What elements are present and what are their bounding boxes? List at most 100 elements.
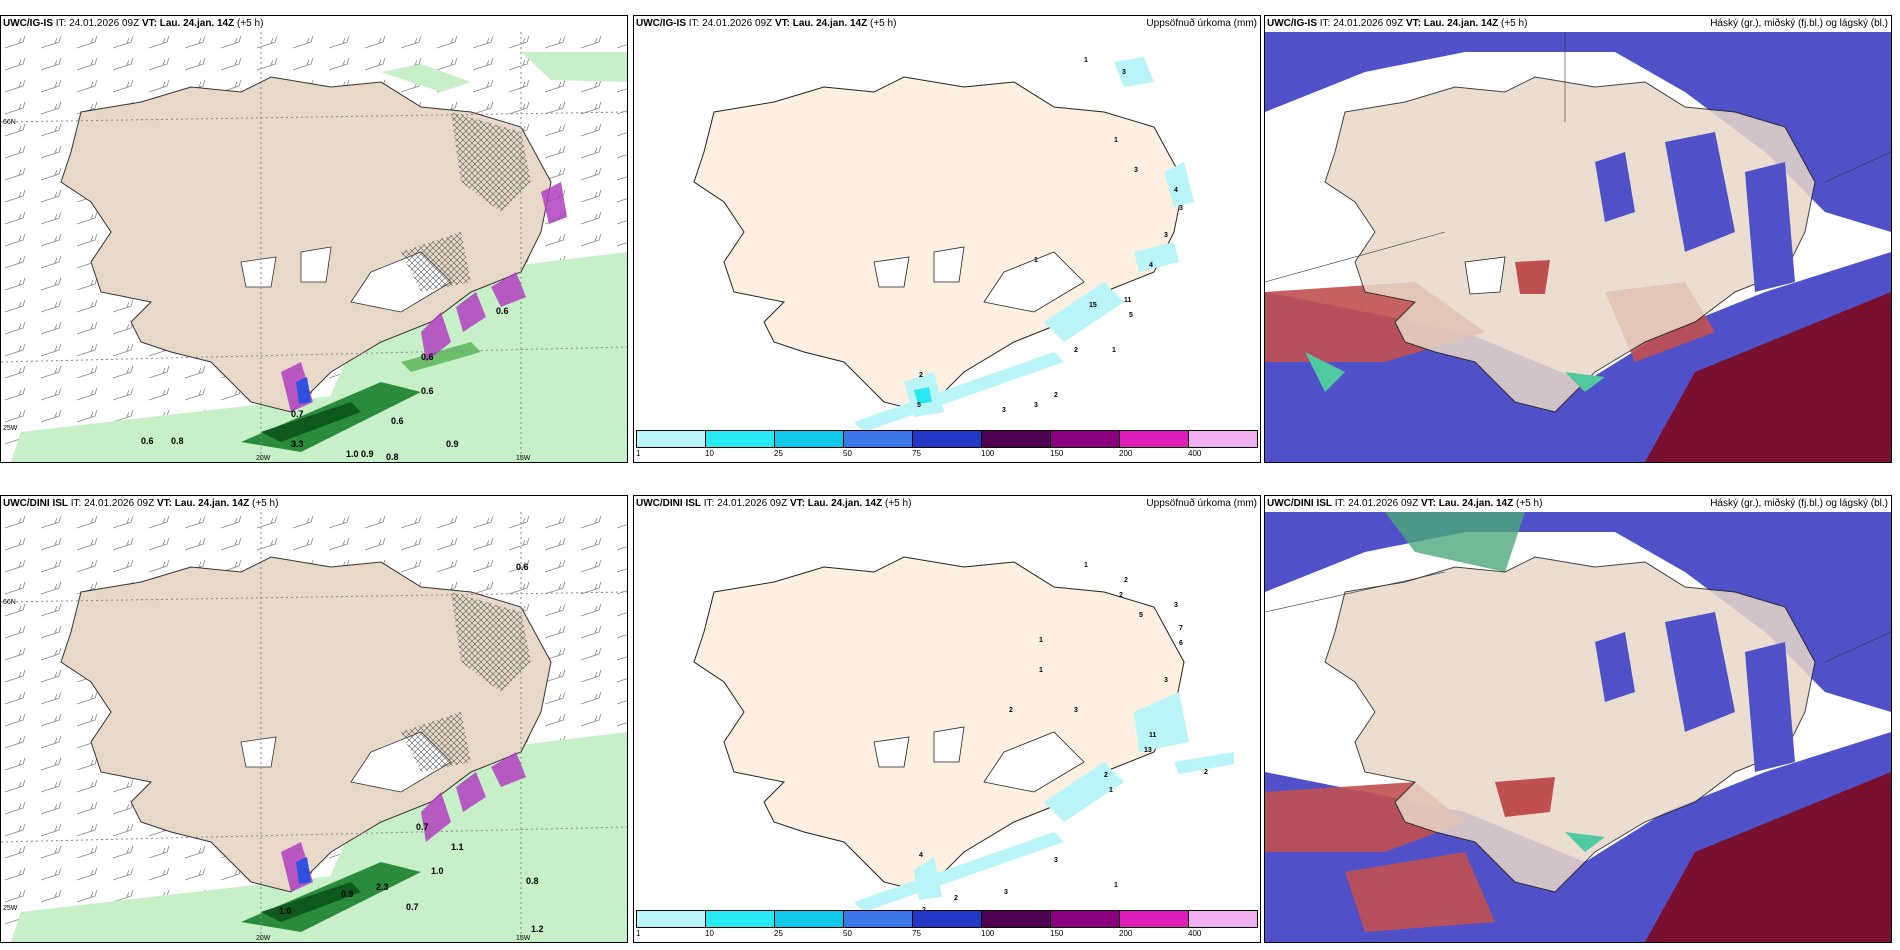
colorbar-tick: 10 xyxy=(705,929,714,938)
panel-header: UWC/DINI ISL IT: 24.01.2026 09Z VT: Lau.… xyxy=(1267,498,1542,509)
init-time: 24.01.2026 09Z xyxy=(717,498,788,509)
panel-top-mid: UWC/IG-IS IT: 24.01.2026 09Z VT: Lau. 24… xyxy=(633,15,1261,463)
wind-map: 66N 25W 20W 15W 0.6 1.0 0.9 1.1 2.3 0.7 … xyxy=(1,512,627,942)
lon-label-20w: 20W xyxy=(256,935,271,942)
panel-title: Uppsöfnuð úrkoma (mm) xyxy=(1146,18,1257,29)
precip-value: 3 xyxy=(1074,707,1078,714)
precip-value: 1 xyxy=(1114,137,1118,144)
colorbar-ticks: 1 10 25 50 75 100 150 200 400 xyxy=(636,929,1258,941)
colorbar-tick: 400 xyxy=(1188,449,1202,458)
colorbar-tick: 100 xyxy=(981,929,995,938)
colorbar-tick: 200 xyxy=(1119,929,1133,938)
precip-value: 2 xyxy=(1119,592,1123,599)
precip-value: 3 xyxy=(1134,167,1138,174)
colorbar-swatch xyxy=(1189,431,1257,447)
precip-colorbar xyxy=(636,430,1258,448)
colorbar-swatch xyxy=(844,911,913,927)
vt-label: VT: xyxy=(1420,498,1436,509)
panel-title: Uppsöfnuð úrkoma (mm) xyxy=(1146,498,1257,509)
precip-value: 6 xyxy=(1179,640,1183,647)
vt-label: VT: xyxy=(774,18,790,29)
init-time: 24.01.2026 09Z xyxy=(1348,498,1419,509)
panel-bot-left: UWC/DINI ISL IT: 24.01.2026 09Z VT: Lau.… xyxy=(0,495,628,943)
panel-header: UWC/DINI ISL IT: 24.01.2026 09Z VT: Lau.… xyxy=(3,498,278,509)
valid-time: Lau. 24.jan. 14Z xyxy=(807,498,883,509)
precip-value: 1 xyxy=(1034,257,1038,264)
colorbar-swatch xyxy=(637,911,706,927)
value-label: 2.3 xyxy=(376,882,389,892)
cloud-map xyxy=(1265,512,1891,942)
precip-value: 2 xyxy=(1124,577,1128,584)
colorbar-tick: 75 xyxy=(912,449,921,458)
precip-value: 1 xyxy=(1112,347,1116,354)
colorbar-swatch xyxy=(913,911,982,927)
panel-title: Háský (gr.), miðský (fj.bl.) og lágský (… xyxy=(1710,18,1888,29)
lon-label-20w: 20W xyxy=(256,455,271,462)
value-label: 0.6 xyxy=(496,306,509,316)
precip-value: 3 xyxy=(1164,677,1168,684)
it-label: IT: xyxy=(1319,18,1331,29)
lon-label-15w: 15W xyxy=(516,935,531,942)
model-name: UWC/IG-IS xyxy=(3,18,53,29)
cloud-map xyxy=(1265,32,1891,462)
precip-value: 11 xyxy=(1124,297,1132,304)
precip-value: 4 xyxy=(1149,262,1153,269)
colorbar-swatch xyxy=(1051,431,1120,447)
precip-value: 3 xyxy=(1174,602,1178,609)
it-label: IT: xyxy=(55,18,67,29)
precip-value: 5 xyxy=(1139,612,1143,619)
precip-value: 1 xyxy=(1039,667,1043,674)
precip-value: 3 xyxy=(1164,232,1168,239)
lat-label-66: 66N xyxy=(3,119,16,126)
value-label: 1.1 xyxy=(451,842,464,852)
vt-label: VT: xyxy=(1405,18,1421,29)
colorbar-swatch xyxy=(775,911,844,927)
precip-value: 3 xyxy=(1034,402,1038,409)
precip-value: 7 xyxy=(1179,625,1183,632)
valid-time: Lau. 24.jan. 14Z xyxy=(174,498,250,509)
colorbar-swatch xyxy=(982,431,1051,447)
lead-time: (+5 h) xyxy=(1501,18,1528,29)
value-label: 0.7 xyxy=(416,822,429,832)
lon-label-25w: 25W xyxy=(3,425,18,432)
precip-value: 5 xyxy=(1129,312,1133,319)
precip-value: 3 xyxy=(1004,889,1008,896)
precip-value: 1 xyxy=(1109,787,1113,794)
precip-value: 2 xyxy=(954,895,958,902)
value-label: 3.3 xyxy=(291,439,304,449)
valid-time: Lau. 24.jan. 14Z xyxy=(792,18,868,29)
colorbar-tick: 25 xyxy=(774,929,783,938)
colorbar-tick: 1 xyxy=(636,929,641,938)
vt-label: VT: xyxy=(789,498,805,509)
lead-time: (+5 h) xyxy=(1516,498,1543,509)
colorbar-tick: 50 xyxy=(843,929,852,938)
colorbar-tick: 150 xyxy=(1050,449,1064,458)
valid-time: Lau. 24.jan. 14Z xyxy=(1438,498,1514,509)
it-label: IT: xyxy=(1334,498,1346,509)
precip-value: 2 xyxy=(1204,769,1208,776)
precip-value: 15 xyxy=(1089,302,1097,309)
colorbar-tick: 10 xyxy=(705,449,714,458)
it-label: IT: xyxy=(688,18,700,29)
colorbar-swatch xyxy=(637,431,706,447)
colorbar-swatch xyxy=(913,431,982,447)
precip-value: 4 xyxy=(919,852,923,859)
wind-map: 66N 25W 20W 15W 0.6 0.8 0.6 0.6 0.9 0.8 … xyxy=(1,32,627,462)
value-label: 0.8 xyxy=(526,876,539,886)
precip-map: 1 2 2 5 3 1 1 2 3 11 13 2 1 4 2 3 3 1 2 … xyxy=(634,512,1260,942)
colorbar-tick: 100 xyxy=(981,449,995,458)
colorbar-tick: 25 xyxy=(774,449,783,458)
panel-header: UWC/IG-IS IT: 24.01.2026 09Z VT: Lau. 24… xyxy=(636,18,896,29)
init-time: 24.01.2026 09Z xyxy=(69,18,140,29)
lead-time: (+5 h) xyxy=(252,498,279,509)
colorbar-tick: 75 xyxy=(912,929,921,938)
precip-value: 1 xyxy=(1114,882,1118,889)
vt-label: VT: xyxy=(141,18,157,29)
lon-label-25w: 25W xyxy=(3,905,18,912)
model-name: UWC/IG-IS xyxy=(1267,18,1317,29)
init-time: 24.01.2026 09Z xyxy=(702,18,773,29)
value-label: 1.2 xyxy=(531,924,544,934)
value-label: 0.7 xyxy=(406,902,419,912)
precip-value: 1 xyxy=(1084,562,1088,569)
value-label: 0.6 xyxy=(391,416,404,426)
